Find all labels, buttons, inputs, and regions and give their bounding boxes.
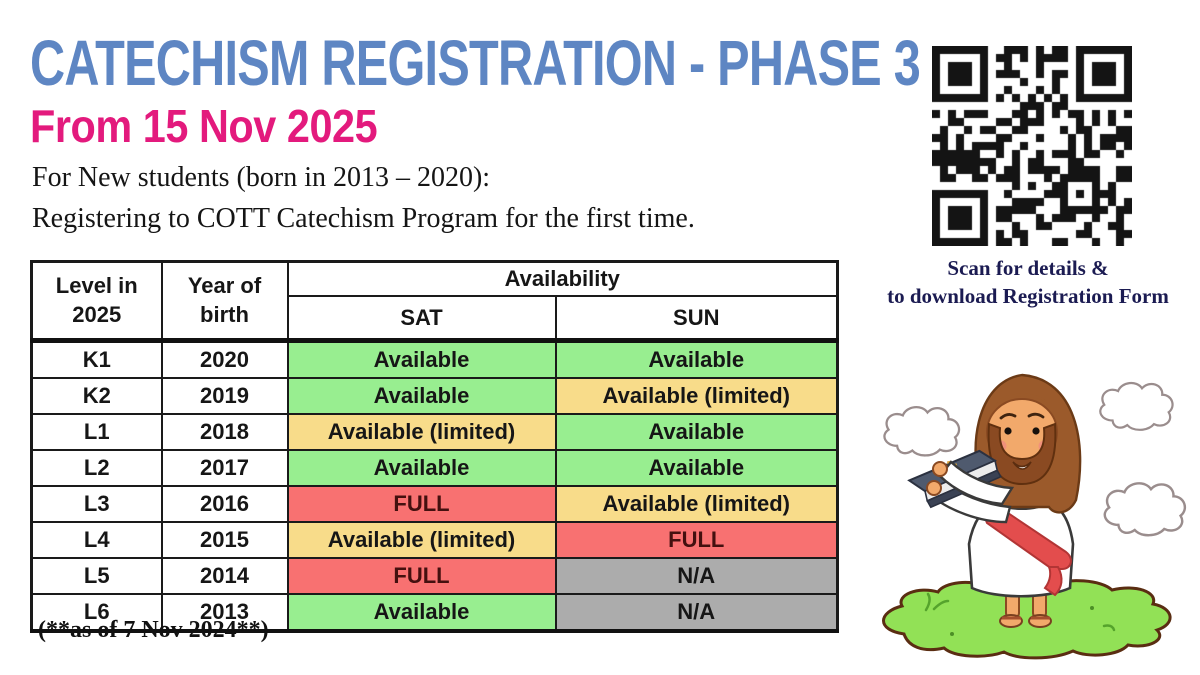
hand (926, 480, 942, 496)
qr-code-icon (932, 46, 1132, 246)
table-row: L1 2018 Available (limited) Available (30, 413, 839, 451)
header-year: Year of birth (160, 260, 289, 342)
jesus-holding-bible-illustration (882, 373, 1187, 660)
grass-icon (882, 578, 1172, 660)
header-sat: SAT (286, 295, 557, 342)
year-cell: 2020 (160, 338, 289, 379)
header-availability: Availability (286, 260, 839, 297)
year-cell: 2013 (160, 593, 289, 633)
header-level: Level in 2025 (30, 260, 163, 342)
level-cell: L2 (30, 449, 163, 487)
year-cell: 2014 (160, 557, 289, 595)
arm (938, 460, 1015, 506)
header-sun: SUN (554, 295, 839, 342)
year-cell: 2019 (160, 377, 289, 415)
availability-cell-sun: N/A (554, 557, 839, 595)
eye-icon (1032, 427, 1040, 435)
availability-cell-sat: Available (limited) (286, 521, 557, 559)
availability-cell-sun: Available (limited) (554, 485, 839, 523)
availability-cell-sat: Available (286, 593, 557, 633)
beard (987, 422, 1057, 486)
availability-cell-sun: N/A (554, 593, 839, 633)
availability-cell-sat: FULL (286, 557, 557, 595)
fringe (996, 393, 1048, 404)
level-cell: K2 (30, 377, 163, 415)
level-cell: L3 (30, 485, 163, 523)
table-header-row-2: SAT SUN (32, 295, 839, 342)
availability-cell-sun: Available (554, 413, 839, 451)
table-row: L4 2015 Available (limited) FULL (30, 521, 839, 559)
availability-cell-sat: FULL (286, 485, 557, 523)
qr-caption: Scan for details & to download Registrati… (860, 254, 1196, 311)
availability-cell-sun: Available (limited) (554, 377, 839, 415)
availability-table: Level in 2025 Year of birth Availability… (30, 260, 839, 633)
mouth (1012, 461, 1032, 470)
table-row: L3 2016 FULL Available (limited) (30, 485, 839, 523)
table-header-row-1: Level in 2025 Year of birth Availability (30, 260, 839, 342)
availability-cell-sun: Available (554, 449, 839, 487)
eyebrows (999, 412, 1045, 420)
year-cell: 2017 (160, 449, 289, 487)
availability-cell-sat: Available (limited) (286, 413, 557, 451)
table-row: L6 2013 Available N/A (30, 593, 839, 633)
year-cell: 2015 (160, 521, 289, 559)
cloud-icon (883, 405, 961, 457)
cloud-icon (1103, 482, 1187, 537)
availability-cell-sat: Available (286, 338, 557, 379)
footnote: (**as of 7 Nov 2024**) (38, 617, 269, 643)
availability-cell-sun: Available (554, 338, 839, 379)
level-cell: L1 (30, 413, 163, 451)
availability-table-body: K1 2020 Available Available K2 2019 Available A… (30, 338, 839, 633)
table-row: K2 2019 Available Available (limited) (30, 377, 839, 415)
table-row: K1 2020 Available Available (30, 338, 839, 379)
intro-line-2: Registering to COTT Catechism Program fo… (32, 202, 695, 234)
level-cell: L5 (30, 557, 163, 595)
intro-text: For New students (born in 2013 – 2020): R… (32, 158, 695, 239)
eye-icon (1004, 427, 1012, 435)
cloud-icon (1099, 381, 1174, 431)
year-cell: 2018 (160, 413, 289, 451)
hand (932, 461, 948, 477)
level-cell: L4 (30, 521, 163, 559)
level-cell: L6 (30, 593, 163, 633)
intro-line-1: For New students (born in 2013 – 2020): (32, 162, 491, 193)
table-row: L5 2014 FULL N/A (30, 557, 839, 595)
table-row: L2 2017 Available Available (30, 449, 839, 487)
availability-cell-sat: Available (286, 449, 557, 487)
page-title: CATECHISM REGISTRATION - PHASE 3 (30, 27, 921, 99)
availability-cell-sat: Available (286, 377, 557, 415)
qr-caption-line-2: to download Registration Form (887, 284, 1169, 309)
date-line: From 15 Nov 2025 (30, 100, 378, 152)
level-cell: K1 (30, 338, 163, 379)
qr-caption-line-1: Scan for details & (947, 256, 1109, 280)
availability-cell-sun: FULL (554, 521, 839, 559)
year-cell: 2016 (160, 485, 289, 523)
